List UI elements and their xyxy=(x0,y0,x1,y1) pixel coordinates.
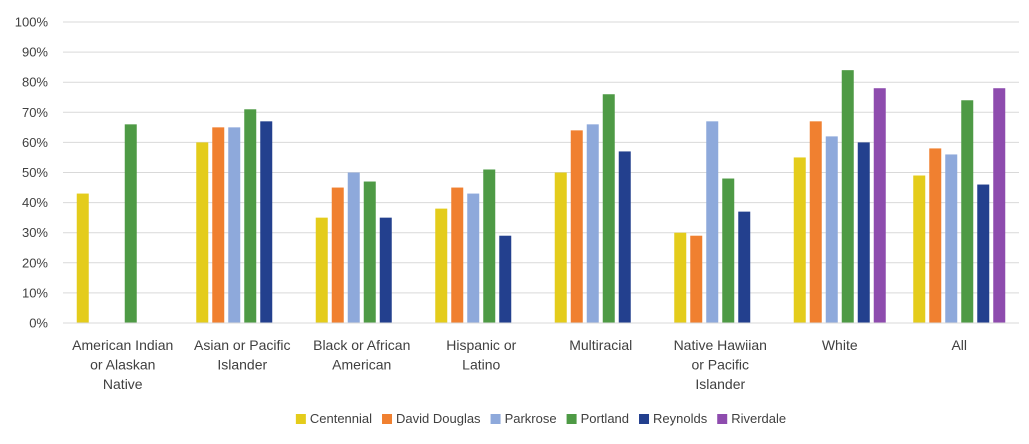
bar xyxy=(586,124,599,323)
x-category-label: Black or African American xyxy=(313,337,410,373)
bar xyxy=(913,175,926,323)
legend-swatch xyxy=(295,414,306,424)
y-tick-label: 30% xyxy=(22,225,48,240)
legend-label: David Douglas xyxy=(396,411,481,426)
x-category-label-line: or Alaskan xyxy=(90,357,155,373)
x-category-label-line: Islander xyxy=(695,376,745,392)
x-category-label-line: American Indian xyxy=(72,337,173,353)
legend-item: Riverdale xyxy=(717,411,786,426)
bar xyxy=(347,172,360,323)
bar xyxy=(435,208,448,323)
legend-swatch xyxy=(382,414,393,424)
y-tick-label: 70% xyxy=(22,105,48,120)
y-tick-label: 50% xyxy=(22,165,48,180)
legend-item: Reynolds xyxy=(639,411,708,426)
x-category-label-line: Hispanic or xyxy=(446,337,516,353)
bar xyxy=(809,121,822,323)
bar xyxy=(825,136,838,323)
bar xyxy=(315,217,328,323)
x-category-label-line: Native xyxy=(103,376,143,392)
x-category-label-line: American xyxy=(332,357,391,373)
bar xyxy=(554,172,567,323)
legend: Centennial David Douglas Parkrose Portland R… xyxy=(295,411,786,426)
bar xyxy=(570,130,583,323)
bar xyxy=(244,109,257,323)
x-axis-category-labels: American Indian or Alaskan Native Asian or … xyxy=(72,337,967,392)
y-tick-label: 20% xyxy=(22,255,48,270)
bar xyxy=(722,178,735,323)
legend-swatch xyxy=(639,414,650,424)
x-category-label: All xyxy=(951,337,967,353)
x-category-label: White xyxy=(822,337,858,353)
x-category-label-line: or Pacific xyxy=(691,357,749,373)
y-tick-label: 60% xyxy=(22,135,48,150)
x-category-label: Hispanic or Latino xyxy=(446,337,516,373)
legend-swatch xyxy=(717,414,728,424)
x-category-label-line: Multiracial xyxy=(569,337,632,353)
bar xyxy=(467,193,480,323)
bars xyxy=(76,70,1006,324)
legend-label: Portland xyxy=(581,411,629,426)
legend-label: Parkrose xyxy=(505,411,557,426)
x-category-label: American Indian or Alaskan Native xyxy=(72,337,173,392)
x-category-label-line: Islander xyxy=(217,357,267,373)
x-category-label-line: Black or African xyxy=(313,337,410,353)
bar xyxy=(602,94,615,324)
x-category-label-line: Asian or Pacific xyxy=(194,337,290,353)
legend-label: Riverdale xyxy=(731,411,786,426)
bar xyxy=(993,88,1006,323)
bar xyxy=(961,100,974,323)
x-category-label: Multiracial xyxy=(569,337,632,353)
bar xyxy=(873,88,886,323)
bar xyxy=(483,169,496,323)
legend-swatch xyxy=(490,414,501,424)
bar xyxy=(260,121,273,323)
bar xyxy=(857,142,870,323)
y-tick-label: 0% xyxy=(29,316,48,331)
legend-item: Portland xyxy=(566,411,629,426)
bar xyxy=(228,127,241,323)
legend-label: Centennial xyxy=(310,411,372,426)
legend-item: Parkrose xyxy=(490,411,557,426)
y-tick-label: 90% xyxy=(22,45,48,60)
bar xyxy=(379,217,392,323)
bar xyxy=(451,187,464,323)
bar xyxy=(499,235,512,323)
bar xyxy=(706,121,719,323)
x-category-label-line: All xyxy=(951,337,967,353)
x-category-label-line: White xyxy=(822,337,858,353)
legend-swatch xyxy=(566,414,577,424)
bar xyxy=(793,157,806,323)
y-tick-label: 80% xyxy=(22,75,48,90)
bar xyxy=(841,70,854,323)
bar xyxy=(738,211,751,323)
bar xyxy=(124,124,137,323)
legend-item: David Douglas xyxy=(382,411,481,426)
bar xyxy=(331,187,344,323)
y-tick-label: 10% xyxy=(22,285,48,300)
bar xyxy=(945,154,958,323)
y-tick-label: 100% xyxy=(15,15,49,30)
bar xyxy=(618,151,631,323)
x-category-label-line: Native Hawiian xyxy=(674,337,767,353)
bar xyxy=(674,232,687,323)
x-category-label-line: Latino xyxy=(462,357,500,373)
bar xyxy=(929,148,942,323)
x-category-label: Native Hawiian or Pacific Islander xyxy=(674,337,767,392)
bar xyxy=(212,127,225,323)
bar xyxy=(196,142,209,323)
y-tick-label: 40% xyxy=(22,195,48,210)
bar xyxy=(977,184,990,323)
x-category-label: Asian or Pacific Islander xyxy=(194,337,290,373)
legend-label: Reynolds xyxy=(653,411,708,426)
y-axis-tick-labels: 0% 10% 20% 30% 40% 50% 60% 70% 80% 90% 100% xyxy=(15,15,49,331)
bar xyxy=(76,193,89,323)
bar xyxy=(690,235,703,323)
legend-item: Centennial xyxy=(295,411,372,426)
bar xyxy=(363,181,376,323)
